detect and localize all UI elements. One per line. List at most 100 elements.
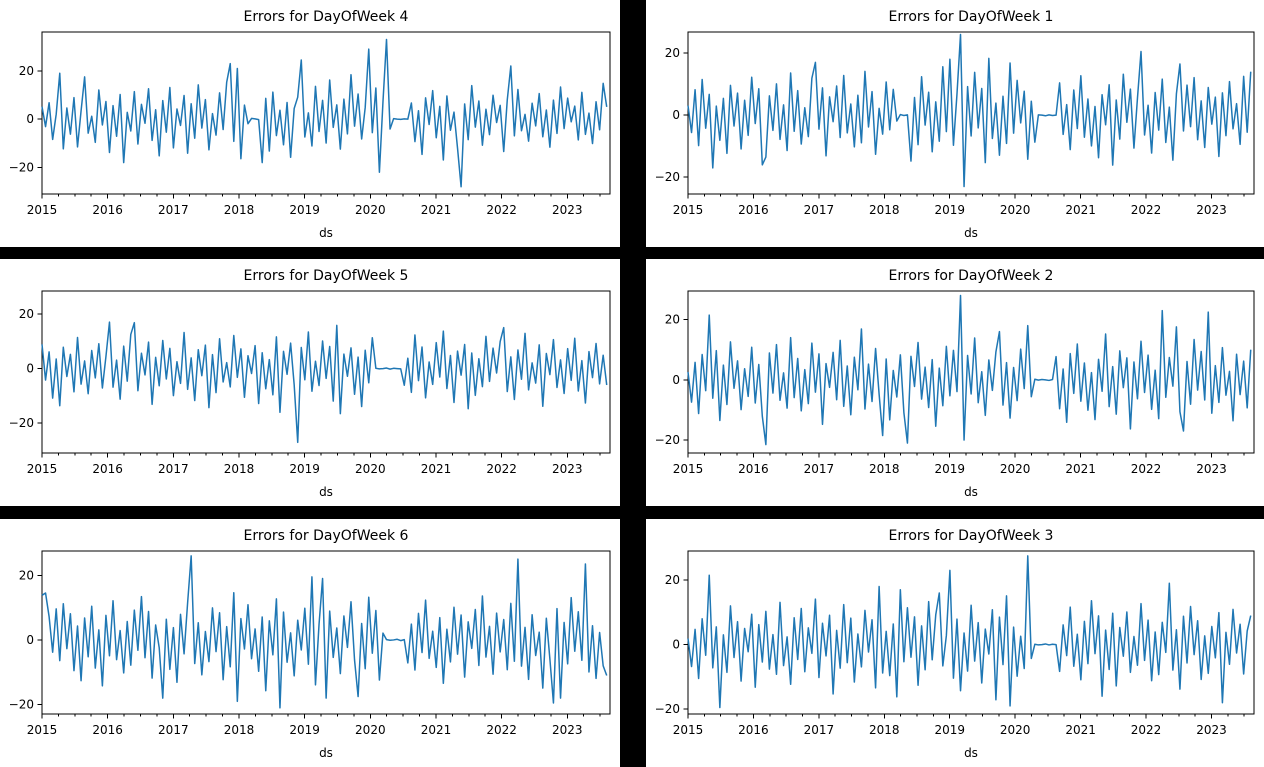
y-tick-label: 20 bbox=[19, 64, 34, 78]
x-tick-label: 2021 bbox=[421, 723, 452, 737]
y-tick-label: 0 bbox=[672, 373, 680, 387]
chart-title: Errors for DayOfWeek 3 bbox=[889, 528, 1054, 544]
x-tick-label: 2018 bbox=[224, 462, 255, 476]
chart-panel-dayofweek-2: 2015 2016 2017 2018 2019 2020 2021 2022 2023 −20 0… bbox=[646, 259, 1264, 506]
x-tick-label: 2016 bbox=[92, 462, 123, 476]
x-tick-label: 2015 bbox=[673, 723, 704, 737]
x-tick-label: 2015 bbox=[673, 203, 704, 217]
x-tick-label: 2021 bbox=[1065, 723, 1096, 737]
y-tick-label: 0 bbox=[672, 108, 680, 122]
x-tick-label: 2022 bbox=[1131, 203, 1162, 217]
x-tick-label: 2018 bbox=[224, 723, 255, 737]
y-tick-label: 20 bbox=[665, 46, 680, 60]
y-tick-label: 0 bbox=[26, 362, 34, 376]
x-tick-label: 2019 bbox=[289, 462, 320, 476]
plot-spines bbox=[687, 550, 1255, 715]
x-tick-label: 2016 bbox=[92, 723, 123, 737]
chart-title: Errors for DayOfWeek 5 bbox=[244, 268, 409, 284]
y-tick-label: −20 bbox=[655, 433, 680, 447]
x-tick-label: 2016 bbox=[92, 203, 123, 217]
x-tick-label: 2020 bbox=[355, 723, 386, 737]
x-tick-label: 2021 bbox=[421, 462, 452, 476]
chart-svg-middle-right: 2015 2016 2017 2018 2019 2020 2021 2022 2023 −20 0… bbox=[655, 268, 1255, 499]
chart-title: Errors for DayOfWeek 2 bbox=[889, 268, 1054, 284]
x-tick-label: 2015 bbox=[27, 723, 58, 737]
x-tick-label: 2023 bbox=[1196, 462, 1227, 476]
x-tick-label: 2020 bbox=[355, 203, 386, 217]
x-tick-label: 2021 bbox=[1065, 203, 1096, 217]
plot-spines bbox=[41, 31, 611, 195]
y-tick-label: 0 bbox=[672, 638, 680, 652]
chart-svg-bottom-left: 2015 2016 2017 2018 2019 2020 2021 2022 2023 −20 0… bbox=[9, 528, 611, 760]
x-tick-label: 2023 bbox=[552, 462, 583, 476]
x-tick-label: 2016 bbox=[738, 462, 769, 476]
x-tick-label: 2018 bbox=[869, 203, 900, 217]
chart-svg-top-left: 2015 2016 2017 2018 2019 2020 2021 2022 2023 −20 0… bbox=[9, 9, 611, 240]
x-tick-label: 2017 bbox=[158, 462, 189, 476]
x-tick-label: 2017 bbox=[804, 203, 835, 217]
x-tick-label: 2017 bbox=[158, 203, 189, 217]
x-tick-label: 2022 bbox=[486, 203, 517, 217]
y-tick-label: −20 bbox=[9, 416, 34, 430]
chart-svg-top-right: 2015 2016 2017 2018 2019 2020 2021 2022 2023 −20 0… bbox=[655, 9, 1255, 240]
y-tick-label: −20 bbox=[9, 160, 34, 174]
x-tick-label: 2019 bbox=[289, 203, 320, 217]
x-tick-label: 2023 bbox=[552, 723, 583, 737]
x-axis-label: ds bbox=[964, 485, 978, 499]
x-tick-label: 2020 bbox=[1000, 723, 1031, 737]
chart-title: Errors for DayOfWeek 1 bbox=[889, 9, 1054, 25]
x-tick-label: 2015 bbox=[27, 203, 58, 217]
x-tick-label: 2018 bbox=[869, 462, 900, 476]
error-line bbox=[41, 38, 608, 188]
plot-spines bbox=[687, 290, 1255, 454]
x-tick-label: 2019 bbox=[934, 462, 965, 476]
x-tick-label: 2021 bbox=[1065, 462, 1096, 476]
y-tick-label: 20 bbox=[665, 573, 680, 587]
error-line bbox=[687, 294, 1252, 446]
x-tick-label: 2017 bbox=[158, 723, 189, 737]
chart-title: Errors for DayOfWeek 6 bbox=[244, 528, 409, 544]
x-axis-label: ds bbox=[964, 226, 978, 240]
x-tick-label: 2018 bbox=[869, 723, 900, 737]
y-tick-label: 20 bbox=[665, 313, 680, 327]
y-tick-label: 20 bbox=[19, 568, 34, 582]
x-tick-label: 2022 bbox=[1131, 723, 1162, 737]
x-tick-label: 2022 bbox=[486, 723, 517, 737]
x-tick-label: 2020 bbox=[355, 462, 386, 476]
y-tick-label: −20 bbox=[655, 170, 680, 184]
error-line bbox=[41, 555, 608, 709]
x-tick-label: 2016 bbox=[738, 723, 769, 737]
x-axis-label: ds bbox=[319, 746, 333, 760]
y-tick-label: 20 bbox=[19, 307, 34, 321]
x-tick-label: 2022 bbox=[1131, 462, 1162, 476]
x-tick-label: 2019 bbox=[934, 723, 965, 737]
chart-panel-dayofweek-1: 2015 2016 2017 2018 2019 2020 2021 2022 2023 −20 0… bbox=[646, 0, 1264, 247]
x-tick-label: 2016 bbox=[738, 203, 769, 217]
x-tick-label: 2023 bbox=[1196, 723, 1227, 737]
chart-panel-dayofweek-6: 2015 2016 2017 2018 2019 2020 2021 2022 2023 −20 0… bbox=[0, 519, 620, 767]
chart-panel-dayofweek-5: 2015 2016 2017 2018 2019 2020 2021 2022 2023 −20 0… bbox=[0, 259, 620, 506]
x-tick-label: 2020 bbox=[1000, 203, 1031, 217]
x-tick-label: 2023 bbox=[1196, 203, 1227, 217]
x-tick-label: 2019 bbox=[289, 723, 320, 737]
x-tick-label: 2015 bbox=[673, 462, 704, 476]
chart-panel-dayofweek-3: 2015 2016 2017 2018 2019 2020 2021 2022 2023 −20 0… bbox=[646, 519, 1264, 767]
y-tick-label: −20 bbox=[655, 702, 680, 716]
x-tick-label: 2017 bbox=[804, 723, 835, 737]
x-tick-label: 2015 bbox=[27, 462, 58, 476]
x-axis-label: ds bbox=[319, 226, 333, 240]
x-tick-label: 2023 bbox=[552, 203, 583, 217]
x-tick-label: 2017 bbox=[804, 462, 835, 476]
x-axis-label: ds bbox=[319, 485, 333, 499]
y-tick-label: 0 bbox=[26, 633, 34, 647]
error-line bbox=[687, 555, 1252, 709]
x-tick-label: 2020 bbox=[1000, 462, 1031, 476]
x-axis-label: ds bbox=[964, 746, 978, 760]
x-tick-label: 2018 bbox=[224, 203, 255, 217]
y-tick-label: −20 bbox=[9, 698, 34, 712]
chart-svg-middle-left: 2015 2016 2017 2018 2019 2020 2021 2022 2023 −20 0… bbox=[9, 268, 611, 499]
x-tick-label: 2021 bbox=[421, 203, 452, 217]
x-tick-label: 2019 bbox=[934, 203, 965, 217]
error-line bbox=[41, 321, 608, 444]
